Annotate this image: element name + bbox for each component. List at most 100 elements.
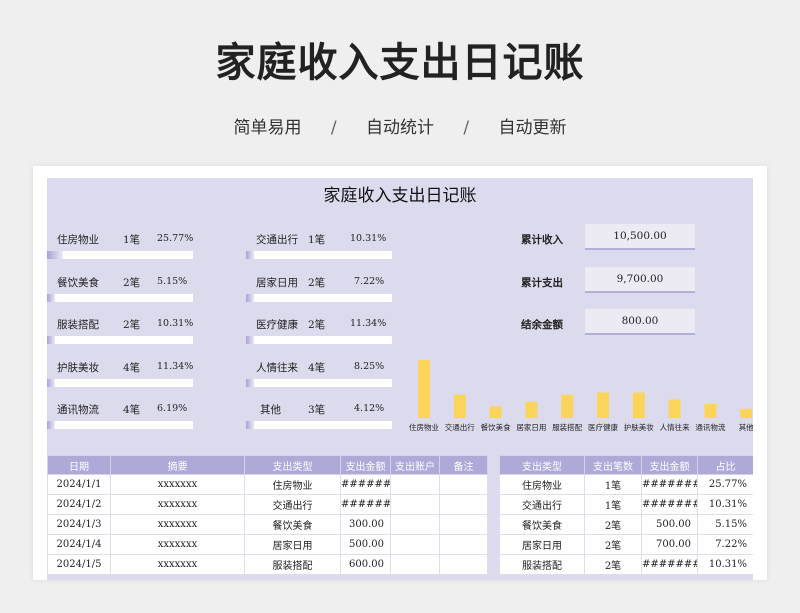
category-item: 服装搭配 2笔 10.31% — [47, 317, 197, 357]
note-cell[interactable] — [439, 474, 488, 495]
category-count: 4笔 — [308, 362, 326, 374]
share-cell[interactable]: 5.15% — [697, 514, 753, 535]
feature-easy: 简单易用 — [233, 118, 302, 138]
chart-category-label: 人情往来 — [660, 422, 690, 432]
category-progress-bar — [47, 379, 193, 387]
date-cell[interactable]: 2024/1/5 — [47, 554, 111, 575]
type-cell[interactable]: 住房物业 — [499, 474, 585, 495]
stats-table-row: 居家日用 2笔 700.00 7.22% — [499, 534, 753, 555]
category-count: 2笔 — [308, 319, 326, 331]
category-percent: 5.15% — [157, 276, 188, 287]
balance-label: 结余金额 — [521, 319, 563, 331]
account-cell[interactable] — [390, 554, 440, 575]
type-cell[interactable]: 住房物业 — [244, 474, 341, 495]
note-cell[interactable] — [439, 534, 488, 555]
type-cell[interactable]: 交通出行 — [244, 494, 341, 515]
category-name: 护肤美妆 — [57, 362, 99, 374]
category-progress-bar — [246, 294, 392, 302]
stats-header-row: 支出类型 支出笔数 支出金额 占比 — [499, 455, 753, 475]
date-cell[interactable]: 2024/1/1 — [47, 474, 111, 495]
category-progress-bar — [47, 294, 193, 302]
count-cell[interactable]: 2笔 — [584, 514, 642, 535]
expense-label: 累计支出 — [521, 277, 563, 289]
ledger-header-row: 日期 摘要 支出类型 支出金额 支出账户 备注 — [47, 455, 488, 475]
chart-bar — [489, 406, 502, 418]
category-progress-fill — [246, 379, 254, 387]
account-cell[interactable] — [390, 534, 440, 555]
category-count: 3笔 — [308, 404, 326, 416]
amount-cell[interactable]: ######### — [340, 494, 391, 515]
type-cell[interactable]: 交通出行 — [499, 494, 585, 515]
category-name: 交通出行 — [256, 234, 298, 246]
date-cell[interactable]: 2024/1/4 — [47, 534, 111, 555]
category-count: 4笔 — [123, 404, 141, 416]
ledger-table-row: 2024/1/3 xxxxxxx 餐饮美食 300.00 — [47, 514, 488, 535]
category-name: 居家日用 — [256, 277, 298, 289]
type-cell[interactable]: 餐饮美食 — [499, 514, 585, 535]
note-cell[interactable] — [439, 514, 488, 535]
share-cell[interactable]: 10.31% — [697, 494, 753, 515]
date-cell[interactable]: 2024/1/3 — [47, 514, 111, 535]
note-cell[interactable] — [439, 554, 488, 575]
category-percent: 11.34% — [157, 361, 194, 372]
category-progress-fill — [47, 251, 63, 259]
share-cell[interactable]: 10.31% — [697, 554, 753, 575]
amount-cell[interactable]: 500.00 — [641, 514, 698, 535]
count-cell[interactable]: 1笔 — [584, 474, 642, 495]
amount-cell[interactable]: 500.00 — [340, 534, 391, 555]
category-progress-fill — [246, 251, 254, 259]
type-cell[interactable]: 居家日用 — [244, 534, 341, 555]
amount-cell[interactable]: 600.00 — [340, 554, 391, 575]
amount-cell[interactable]: ######### — [641, 474, 698, 495]
chart-category-label: 居家日用 — [516, 422, 546, 432]
category-percent: 10.31% — [350, 233, 387, 244]
share-cell[interactable]: 25.77% — [697, 474, 753, 495]
spreadsheet-sheet: 家庭收入支出日记账 住房物业 1笔 25.77% 餐饮美食 2笔 5.15% 服… — [47, 178, 753, 580]
summary-cell[interactable]: xxxxxxx — [110, 514, 245, 535]
amount-cell[interactable]: ######### — [641, 554, 698, 575]
expense-bar-chart: 住房物业 交通出行 餐饮美食 居家日用 服装搭配 医疗健康 护肤美妆 人情往来 通讯物流 其他 — [409, 360, 753, 432]
note-cell[interactable] — [439, 494, 488, 515]
income-label: 累计收入 — [521, 234, 563, 246]
category-progress-fill — [246, 294, 254, 302]
category-name: 人情往来 — [256, 362, 298, 374]
category-progress-fill — [47, 294, 55, 302]
sheet-title: 家庭收入支出日记账 — [323, 186, 477, 206]
amount-cell[interactable]: ######### — [641, 494, 698, 515]
chart-bar — [597, 392, 609, 418]
chart-category-label: 护肤美妆 — [624, 422, 654, 432]
feature-auto-update: 自动更新 — [498, 118, 567, 138]
account-cell[interactable] — [390, 514, 440, 535]
category-name: 餐饮美食 — [57, 277, 99, 289]
amount-cell[interactable]: 700.00 — [641, 534, 698, 555]
feature-auto-stats: 自动统计 — [366, 118, 434, 138]
summary-cell[interactable]: xxxxxxx — [110, 474, 245, 495]
category-count: 2笔 — [123, 277, 141, 289]
type-cell[interactable]: 餐饮美食 — [244, 514, 341, 535]
stats-header-type: 支出类型 — [499, 455, 585, 475]
summary-cell[interactable]: xxxxxxx — [110, 554, 245, 575]
type-cell[interactable]: 居家日用 — [499, 534, 585, 555]
account-cell[interactable] — [390, 474, 440, 495]
summary-cell[interactable]: xxxxxxx — [110, 494, 245, 515]
category-name: 其他 — [260, 404, 281, 416]
category-item: 交通出行 1笔 10.31% — [246, 232, 396, 272]
summary-cell[interactable]: xxxxxxx — [110, 534, 245, 555]
type-cell[interactable]: 服装搭配 — [244, 554, 341, 575]
account-cell[interactable] — [390, 494, 440, 515]
stats-table: 支出类型 支出笔数 支出金额 占比 住房物业1笔#########25.77%交… — [499, 455, 753, 575]
date-cell[interactable]: 2024/1/2 — [47, 494, 111, 515]
amount-cell[interactable]: 300.00 — [340, 514, 391, 535]
share-cell[interactable]: 7.22% — [697, 534, 753, 555]
count-cell[interactable]: 2笔 — [584, 534, 642, 555]
amount-cell[interactable]: ######### — [340, 474, 391, 495]
category-count: 1笔 — [308, 234, 326, 246]
chart-bar — [632, 392, 645, 418]
type-cell[interactable]: 服装搭配 — [499, 554, 585, 575]
separator: / — [330, 118, 337, 138]
count-cell[interactable]: 1笔 — [584, 494, 642, 515]
chart-category-label: 交通出行 — [445, 422, 475, 432]
count-cell[interactable]: 2笔 — [584, 554, 642, 575]
